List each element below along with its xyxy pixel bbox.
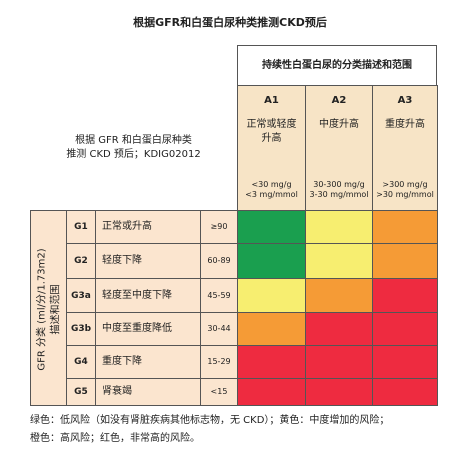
risk-cell [305,378,373,406]
column-desc-line: 正常或轻度 [246,119,297,130]
row-range: 45-59 [200,278,238,313]
column-desc-line: 中度升高 [319,119,359,130]
row-range: 30-44 [200,312,238,346]
risk-cell [237,312,306,346]
column-header: A3 重度升高 >300 mg/g >30 mg/mmol [372,85,438,211]
title: 根据GFR和白蛋白尿种类推测CKD预后 [133,16,327,29]
column-range-line: <3 mg/mmol [245,190,298,199]
row-range: 15-29 [200,345,238,379]
row-range: 60-89 [200,243,238,279]
risk-cell [372,312,438,346]
left-header-line: 根据 GFR 和白蛋白尿种类 [75,134,192,146]
column-desc: 重度升高 [373,118,437,158]
column-range-line: >300 mg/g [382,180,428,189]
gfr-label-line: GFR 分类 (ml/分/1.73m2) [36,248,47,371]
risk-cell [237,243,306,279]
risk-cell [372,210,438,244]
column-desc: 中度升高 [306,118,372,158]
row-desc: 轻度下降 [95,243,201,279]
row-code: G3b [66,312,96,346]
column-code: A2 [331,95,347,106]
risk-cell [237,345,306,379]
footer-line: 橙色：高风险；红色，非常高的风险。 [30,433,200,444]
column-header: A2 中度升高 30-300 mg/g 3-30 mg/mmol [305,85,373,211]
column-range: 30-300 mg/g 3-30 mg/mmol [306,180,372,200]
column-range: <30 mg/g <3 mg/mmol [238,180,305,200]
footer-line: 绿色：低风险（如没有肾脏疾病其他标志物，无 CKD）；黄色：中度增加的风险； [30,415,390,426]
column-range: >300 mg/g >30 mg/mmol [373,180,437,200]
albuminuria-title: 持续性白蛋白尿的分类描述和范围 [237,45,437,86]
row-code: G3a [66,278,96,313]
risk-cell [305,278,373,313]
risk-cell [305,312,373,346]
row-desc: 正常或升高 [95,210,201,244]
column-desc-line: 升高 [261,133,282,144]
column-desc-line: 重度升高 [385,119,425,130]
risk-cell [237,278,306,313]
left-header: 根据 GFR 和白蛋白尿种类 推测 CKD 预后；KDIG02012 [30,85,237,210]
row-code: G1 [66,210,96,244]
row-range: <15 [200,378,238,406]
column-desc: 正常或轻度 升高 [238,118,305,158]
column-range-line: 30-300 mg/g [313,180,365,189]
row-desc: 中度至重度降低 [95,312,201,346]
column-code: A1 [264,95,279,106]
gfr-label-line: 描述和范围 [50,284,61,335]
row-range: ≥90 [200,210,238,244]
column-code: A3 [397,95,413,106]
column-range-line: <30 mg/g [251,180,292,189]
column-range-line: 3-30 mg/mmol [309,190,369,199]
row-code: G2 [66,243,96,279]
risk-cell [372,243,438,279]
risk-cell [372,345,438,379]
risk-cell [237,378,306,406]
risk-cell [372,378,438,406]
left-header-line: 推测 CKD 预后；KDIG02012 [66,148,201,160]
row-desc: 轻度至中度下降 [95,278,201,313]
risk-cell [305,210,373,244]
column-header: A1 正常或轻度升高 <30 mg/g <3 mg/mmol [237,85,306,211]
column-range-line: >30 mg/mmol [376,190,434,199]
row-desc: 肾衰竭 [95,378,201,406]
risk-cell [372,278,438,313]
risk-cell [305,243,373,279]
row-code: G5 [66,378,96,406]
row-code: G4 [66,345,96,379]
row-desc: 重度下降 [95,345,201,379]
gfr-label-text: GFR 分类 (ml/分/1.73m2) 描述和范围 [31,212,68,408]
risk-cell [237,210,306,244]
risk-cell [305,345,373,379]
gfr-label: GFR 分类 (ml/分/1.73m2) 描述和范围 [30,210,67,406]
